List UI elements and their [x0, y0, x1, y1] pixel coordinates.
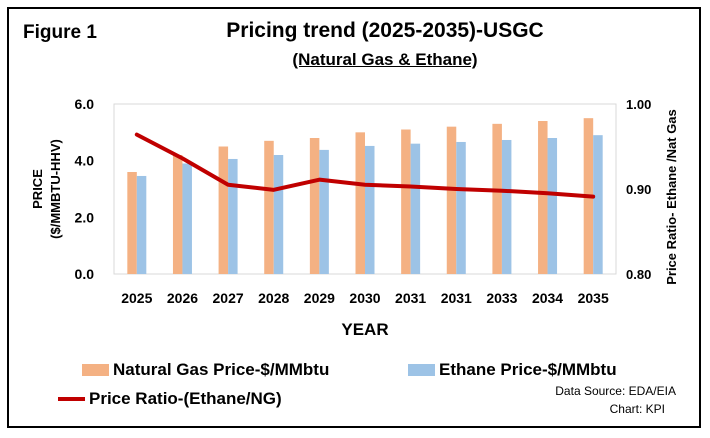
- y2-tick-label: 1.00: [626, 97, 651, 112]
- bar-ethane: [319, 149, 329, 274]
- chart-subtitle: (Natural Gas & Ethane): [0, 50, 710, 70]
- y-tick-label: 0.0: [75, 266, 95, 282]
- bar-ethane: [410, 143, 421, 274]
- legend-swatch-natural-gas: [82, 364, 109, 376]
- y2-axis-label: Price Ratio- Ethane /Nat Gas: [664, 109, 679, 285]
- bar-natural-gas: [309, 138, 320, 274]
- x-tick-label: 2033: [486, 290, 517, 306]
- legend-natural-gas: Natural Gas Price-$/MMbtu: [82, 360, 329, 380]
- chart-title-text: Pricing trend (2025-2035)-USGC: [226, 19, 544, 42]
- legend-ethane: Ethane Price-$/MMbtu: [408, 360, 617, 380]
- y-axis-label-line1: PRICE: [30, 169, 45, 209]
- y-tick-label: 4.0: [75, 153, 95, 169]
- legend-swatch-ratio: [58, 397, 85, 401]
- bar-natural-gas: [401, 129, 411, 274]
- bar-natural-gas: [218, 146, 229, 274]
- legend-label-natural-gas: Natural Gas Price-$/MMbtu: [113, 360, 330, 379]
- bar-ethane: [182, 163, 192, 274]
- bar-ethane: [228, 158, 238, 274]
- x-tick-label: 2031: [395, 290, 426, 306]
- legend-label-ethane: Ethane Price-$/MMbtu: [439, 360, 617, 379]
- y2-tick-label: 0.90: [626, 182, 651, 197]
- bar-ethane: [593, 135, 603, 274]
- x-tick-label: 2029: [304, 290, 335, 306]
- x-tick-label: 2031: [441, 290, 472, 306]
- chart-subtitle-text: (Natural Gas & Ethane): [292, 50, 478, 69]
- bar-natural-gas: [264, 140, 274, 274]
- bar-natural-gas: [446, 126, 457, 275]
- bar-ethane: [456, 141, 466, 274]
- legend-label-ratio: Price Ratio-(Ethane/NG): [89, 389, 282, 408]
- y-tick-label: 2.0: [75, 209, 95, 225]
- bar-ethane: [547, 138, 558, 274]
- bar-natural-gas: [172, 155, 183, 274]
- x-tick-label: 2035: [578, 290, 609, 306]
- x-tick-label: 2027: [213, 290, 244, 306]
- bar-natural-gas: [492, 123, 502, 274]
- chart-credit-note: Chart: KPI: [609, 402, 665, 416]
- bar-ethane: [136, 175, 147, 274]
- x-tick-label: 2025: [121, 290, 152, 306]
- y-tick-label: 6.0: [75, 96, 95, 112]
- bar-ethane: [273, 155, 284, 274]
- bar-natural-gas: [538, 121, 548, 274]
- bar-natural-gas: [127, 172, 137, 274]
- x-tick-label: 2030: [349, 290, 380, 306]
- x-tick-label: 2028: [258, 290, 289, 306]
- y-axis-label-line2: ($/MMBTU-HHV): [48, 139, 63, 239]
- bar-ethane: [365, 145, 375, 274]
- bar-natural-gas: [355, 132, 365, 274]
- y2-tick-label: 0.80: [626, 267, 651, 282]
- figure-label: Figure 1: [23, 22, 97, 43]
- legend-swatch-ethane: [408, 364, 435, 376]
- x-tick-label: 2026: [167, 290, 198, 306]
- x-axis-label: YEAR: [341, 320, 388, 339]
- x-tick-label: 2034: [532, 290, 563, 306]
- chart-title: Pricing trend (2025-2035)-USGC: [0, 19, 710, 43]
- legend-ratio: Price Ratio-(Ethane/NG): [58, 389, 282, 409]
- bar-ethane: [501, 139, 512, 274]
- data-source-note: Data Source: EDA/EIA: [555, 384, 676, 398]
